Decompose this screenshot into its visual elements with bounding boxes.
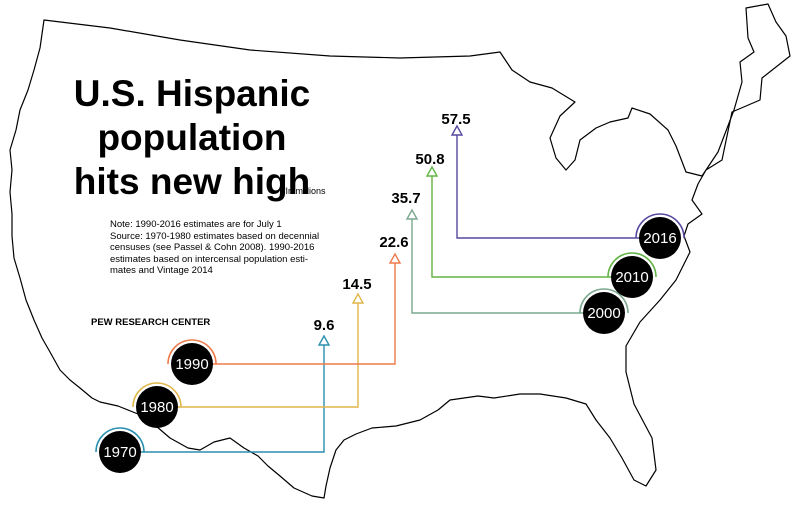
year-arc-1980 [132, 382, 182, 408]
value-label-1970: 9.6 [314, 317, 335, 334]
connector-line-1990 [211, 263, 396, 365]
title-line-2: population [97, 117, 287, 158]
value-label-2000: 35.7 [391, 190, 420, 207]
us-map-outline [9, 3, 791, 499]
note-line: estimates based on intercensal populatio… [110, 253, 309, 265]
year-arc-1990 [167, 339, 217, 365]
value-marker-1980 [351, 292, 365, 304]
connector-line-1980 [176, 303, 359, 408]
title-line-3: hits new high [73, 161, 311, 202]
year-label-1980: 1980 [140, 399, 173, 416]
year-bubble-2016 [639, 217, 681, 259]
connector-line-2000 [411, 219, 585, 314]
year-label-2010: 2010 [615, 269, 648, 286]
year-arc-2000 [579, 288, 629, 314]
chart-title: U.S. Hispanic population hits new high [62, 72, 322, 204]
year-bubble-1990 [171, 343, 213, 385]
value-marker-2016 [450, 124, 464, 136]
year-bubble-2000 [583, 292, 625, 334]
title-line-1: U.S. Hispanic [73, 73, 311, 114]
source-label: PEW RESEARCH CENTER [91, 317, 211, 328]
note-line: censuses (see Passel & Cohn 2008). 1990-… [110, 242, 315, 253]
year-label-1970: 1970 [103, 444, 136, 461]
year-arc-2010 [607, 252, 657, 278]
note-line: Source: 1970-1980 estimates based on dec… [110, 230, 320, 242]
year-bubble-2010 [611, 256, 653, 298]
year-bubble-1970 [99, 431, 141, 473]
value-marker-2010 [425, 165, 439, 177]
year-arc-2016 [635, 213, 685, 239]
data-markers: 1970 9.6 1980 14.5 1990 22.6 2000 35.7 2010 50.8 2… [95, 111, 685, 473]
value-marker-1990 [388, 252, 402, 264]
connector-line-2010 [431, 176, 613, 278]
year-arc-1970 [95, 427, 145, 453]
value-label-1980: 14.5 [342, 276, 371, 293]
year-bubble-1980 [136, 386, 178, 428]
notes-block: Note: 1990-2016 estimates are for July 1… [110, 219, 375, 277]
value-label-2010: 50.8 [415, 151, 444, 168]
year-label-2000: 2000 [587, 305, 620, 322]
note-line: Note: 1990-2016 estimates are for July 1 [110, 219, 282, 230]
value-marker-1970 [317, 334, 331, 346]
value-marker-2000 [405, 208, 419, 220]
year-label-1990: 1990 [175, 356, 208, 373]
note-line: mates and Vintage 2014 [110, 265, 213, 276]
connector-line-1970 [139, 345, 325, 453]
value-label-1990: 22.6 [379, 234, 408, 251]
year-label-2016: 2016 [643, 230, 676, 247]
connector-line-2016 [456, 135, 641, 239]
unit-note: *In millions [282, 186, 326, 196]
value-label-2016: 57.5 [441, 111, 470, 128]
